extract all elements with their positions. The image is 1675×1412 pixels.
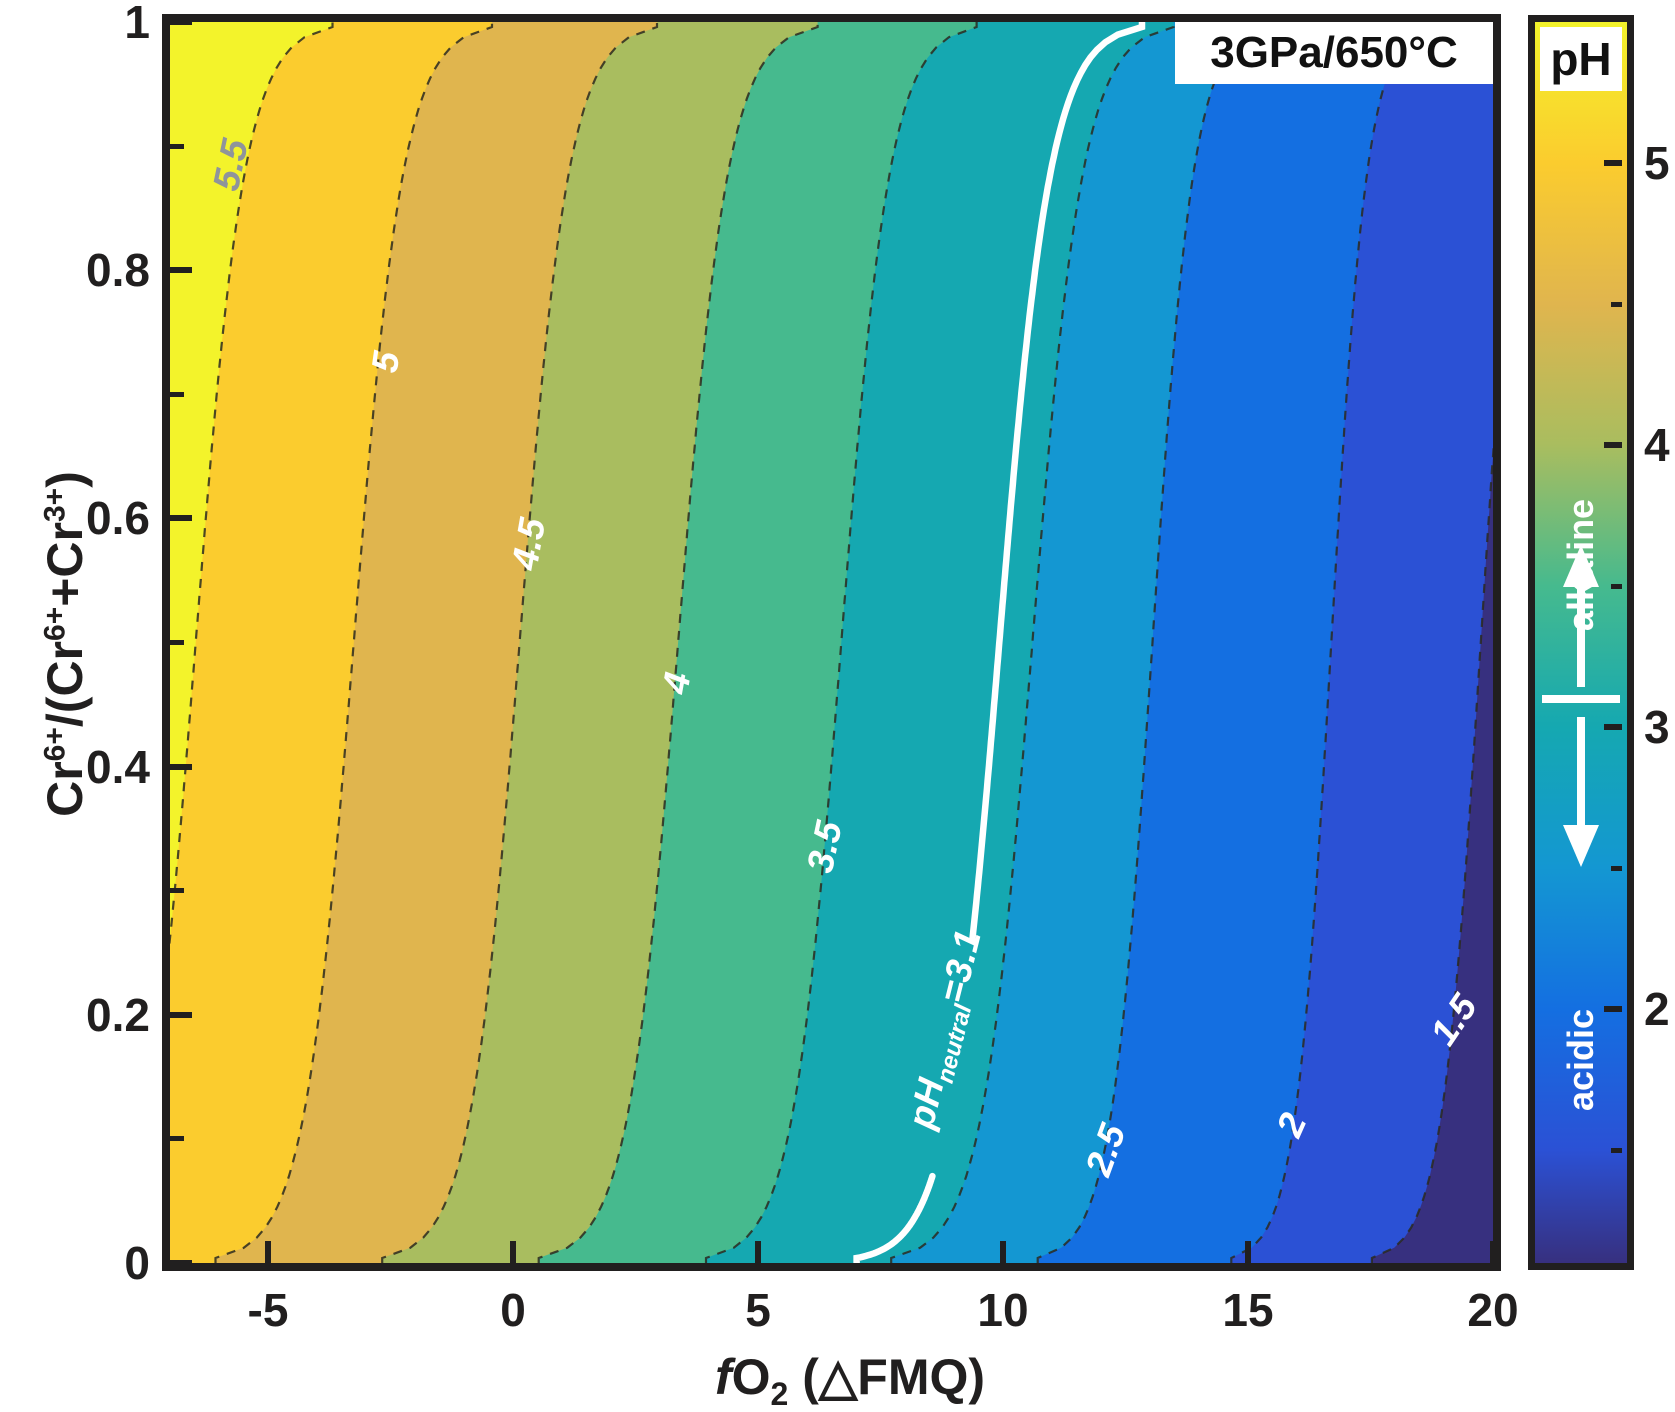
neutral-ph-line-lower (853, 1172, 936, 1263)
colorbar-tick-label-2: 2 (1644, 983, 1670, 1036)
contour-line-4.5 (381, 22, 659, 1263)
colorbar-tick-label-4: 4 (1644, 419, 1670, 472)
contour-line-1.5 (1370, 440, 1493, 1263)
down-arrow-shaft (1577, 717, 1585, 827)
y-tick-label-0.2: 0.2 (86, 988, 150, 1041)
neutral-ph-line-upper (969, 22, 1146, 944)
y-axis-label: Cr6+/(Cr6++Cr3+) (37, 471, 93, 817)
condition-title: 3GPa/650°C (1210, 28, 1458, 77)
y-tick-label-0: 0 (124, 1237, 150, 1289)
x-tick-label-20: 20 (1467, 1284, 1519, 1336)
colorbar-title-box: pH (1540, 27, 1622, 91)
x-tick-label-5: 5 (745, 1284, 771, 1336)
colorbar-tick-label-3: 3 (1644, 701, 1670, 754)
band-ge-5.5 (170, 22, 333, 939)
x-axis-label: fO2 (△FMQ) (714, 1349, 986, 1412)
x-tick-label--5: -5 (247, 1284, 289, 1336)
contour-line-5.5 (170, 22, 334, 950)
colorbar-title: pH (1550, 33, 1612, 85)
x-tick-label-15: 15 (1222, 1284, 1274, 1336)
contour-plot (170, 22, 1493, 1263)
contour-line-2 (1230, 22, 1433, 1263)
colorbar-tick-label-5: 5 (1644, 137, 1670, 190)
up-arrow-shaft (1577, 583, 1585, 687)
y-tick-label-0.8: 0.8 (86, 244, 150, 297)
x-tick-label-10: 10 (977, 1284, 1029, 1336)
y-tick-label-1: 1 (124, 0, 150, 48)
contour-line-3 (890, 22, 1175, 1263)
down-arrow-icon (1563, 825, 1599, 867)
contour-line-2.5 (1036, 22, 1269, 1263)
colorbar-acidic-label: acidic (1560, 1008, 1601, 1111)
x-tick-label-0: 0 (500, 1284, 526, 1336)
colorbar-neutral-mark (1542, 694, 1620, 703)
contour-line-4 (537, 22, 819, 1263)
contour-line-5 (214, 22, 494, 1263)
condition-title-box: 3GPa/650°C (1175, 22, 1493, 84)
contour-line-3.5 (704, 22, 978, 1263)
up-arrow-icon (1563, 545, 1599, 587)
band-ge-5 (170, 22, 492, 1263)
contour-svg (170, 22, 1493, 1263)
